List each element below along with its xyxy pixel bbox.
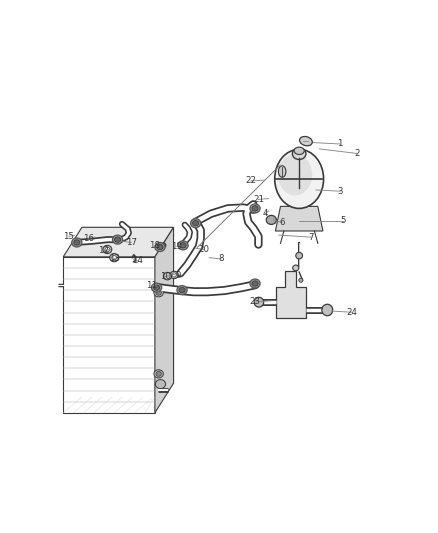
Text: 24: 24 [346,308,357,317]
Text: 22: 22 [245,176,257,185]
Ellipse shape [155,379,166,389]
Text: 11: 11 [146,281,157,290]
Ellipse shape [179,287,185,293]
Ellipse shape [296,252,303,259]
Ellipse shape [154,370,163,378]
Text: 15: 15 [64,232,74,241]
Ellipse shape [294,147,304,155]
Text: 20: 20 [198,245,210,254]
Text: 8: 8 [218,254,224,263]
Text: 10: 10 [159,272,170,281]
Ellipse shape [193,221,199,226]
Text: 12: 12 [99,246,110,255]
Polygon shape [155,227,173,413]
Ellipse shape [178,241,188,250]
Ellipse shape [293,265,299,271]
Circle shape [275,149,324,208]
Ellipse shape [112,256,117,260]
Ellipse shape [279,166,286,177]
Ellipse shape [113,235,123,244]
Text: 1: 1 [337,140,343,149]
Polygon shape [276,271,306,318]
Ellipse shape [154,288,163,297]
Ellipse shape [103,245,112,254]
Ellipse shape [110,254,119,262]
Ellipse shape [250,279,260,288]
Ellipse shape [322,304,333,316]
Ellipse shape [177,286,187,295]
Ellipse shape [157,244,163,249]
Ellipse shape [252,281,258,286]
Text: 6: 6 [279,219,285,227]
Ellipse shape [170,271,178,279]
Ellipse shape [250,204,260,213]
Text: 5: 5 [340,216,346,225]
Ellipse shape [293,148,306,159]
Text: 23: 23 [250,297,261,306]
Ellipse shape [105,247,110,252]
Text: 9: 9 [176,271,181,280]
Text: 13: 13 [109,254,120,263]
Text: 19: 19 [172,242,182,251]
Circle shape [278,154,312,196]
Text: 3: 3 [337,187,343,196]
Text: 21: 21 [253,195,264,204]
Text: 18: 18 [149,241,160,250]
Ellipse shape [72,238,82,247]
Ellipse shape [252,206,258,211]
Ellipse shape [114,237,120,243]
Ellipse shape [300,136,312,146]
Ellipse shape [299,278,303,282]
Ellipse shape [266,215,276,224]
Text: 17: 17 [126,238,137,247]
Ellipse shape [163,272,172,280]
Text: 4: 4 [262,209,268,218]
Polygon shape [276,206,323,231]
Text: 2: 2 [354,149,360,158]
Ellipse shape [74,240,80,245]
Polygon shape [63,257,155,413]
Text: 16: 16 [82,234,94,243]
Ellipse shape [152,283,162,292]
Ellipse shape [254,297,264,307]
Ellipse shape [156,372,161,376]
Polygon shape [63,227,173,257]
Ellipse shape [172,273,177,277]
Ellipse shape [180,243,186,248]
Ellipse shape [155,243,165,252]
Ellipse shape [191,219,201,228]
Text: 7: 7 [308,232,314,241]
Ellipse shape [154,285,159,290]
Text: 14: 14 [132,256,143,265]
Ellipse shape [156,290,161,295]
